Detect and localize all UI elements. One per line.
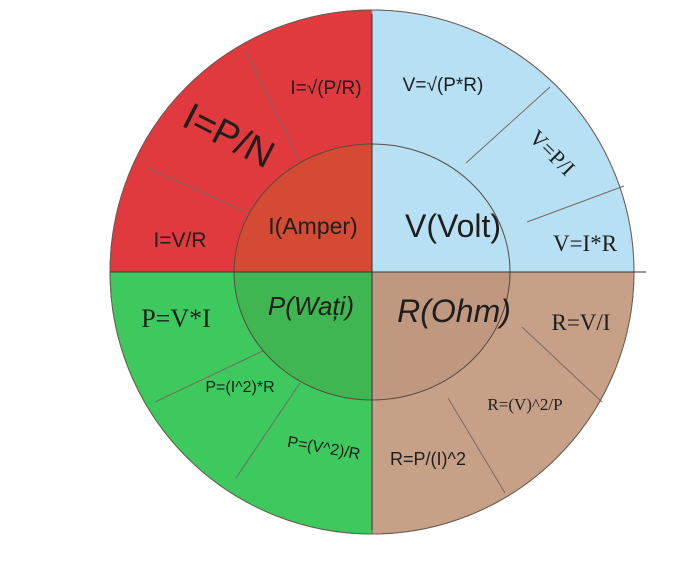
formula-i-vr: I=V/R [153, 229, 206, 252]
core-current: I(Amper) [268, 213, 357, 239]
power-core [234, 272, 372, 400]
formula-p-i2r: P=(I^2)*R [205, 379, 274, 396]
resistance-core [372, 272, 510, 400]
formula-p-vi: P=V*I [141, 304, 211, 333]
formula-v-ir: V=I*R [553, 231, 618, 256]
core-voltage: V(Volt) [405, 208, 501, 244]
current-core [234, 144, 372, 272]
formula-r-v2p: R=(V)^2/P [487, 395, 562, 414]
formula-v-sqrt: V=√(P*R) [403, 75, 484, 96]
core-resistance: R(Ohm) [397, 293, 511, 329]
segment-dividers [147, 50, 625, 494]
formula-i-sqrt: I=√(P/R) [290, 78, 361, 99]
formula-r-vi: R=V/I [552, 310, 611, 335]
core-power: P(Wați) [268, 291, 354, 321]
formula-r-pi2: R=P/(I)^2 [390, 449, 466, 469]
voltage-core [372, 144, 510, 272]
